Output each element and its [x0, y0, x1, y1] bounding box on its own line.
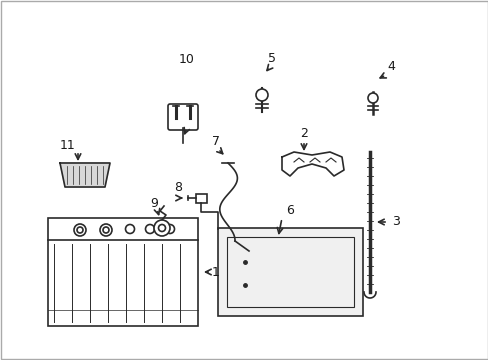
- Circle shape: [154, 220, 170, 236]
- Polygon shape: [60, 163, 110, 187]
- Text: 2: 2: [300, 127, 307, 140]
- Text: 1: 1: [212, 265, 220, 279]
- Text: 4: 4: [386, 60, 394, 73]
- Circle shape: [100, 224, 112, 236]
- Text: 10: 10: [179, 53, 195, 66]
- Circle shape: [158, 225, 165, 231]
- Circle shape: [77, 227, 83, 233]
- Text: 6: 6: [285, 204, 293, 217]
- Text: 8: 8: [174, 181, 182, 194]
- Bar: [196, 194, 206, 203]
- Text: 7: 7: [212, 135, 220, 148]
- Text: 5: 5: [267, 52, 275, 65]
- Circle shape: [367, 93, 377, 103]
- Circle shape: [74, 224, 86, 236]
- Bar: [226, 237, 353, 307]
- Circle shape: [165, 225, 174, 234]
- Circle shape: [145, 225, 154, 234]
- Circle shape: [256, 89, 267, 101]
- Bar: [48, 218, 198, 326]
- Text: 11: 11: [60, 139, 76, 152]
- Circle shape: [103, 227, 109, 233]
- Text: 3: 3: [391, 216, 399, 229]
- Text: 9: 9: [150, 197, 158, 210]
- Circle shape: [125, 225, 134, 234]
- Bar: [218, 228, 362, 316]
- FancyBboxPatch shape: [168, 104, 198, 130]
